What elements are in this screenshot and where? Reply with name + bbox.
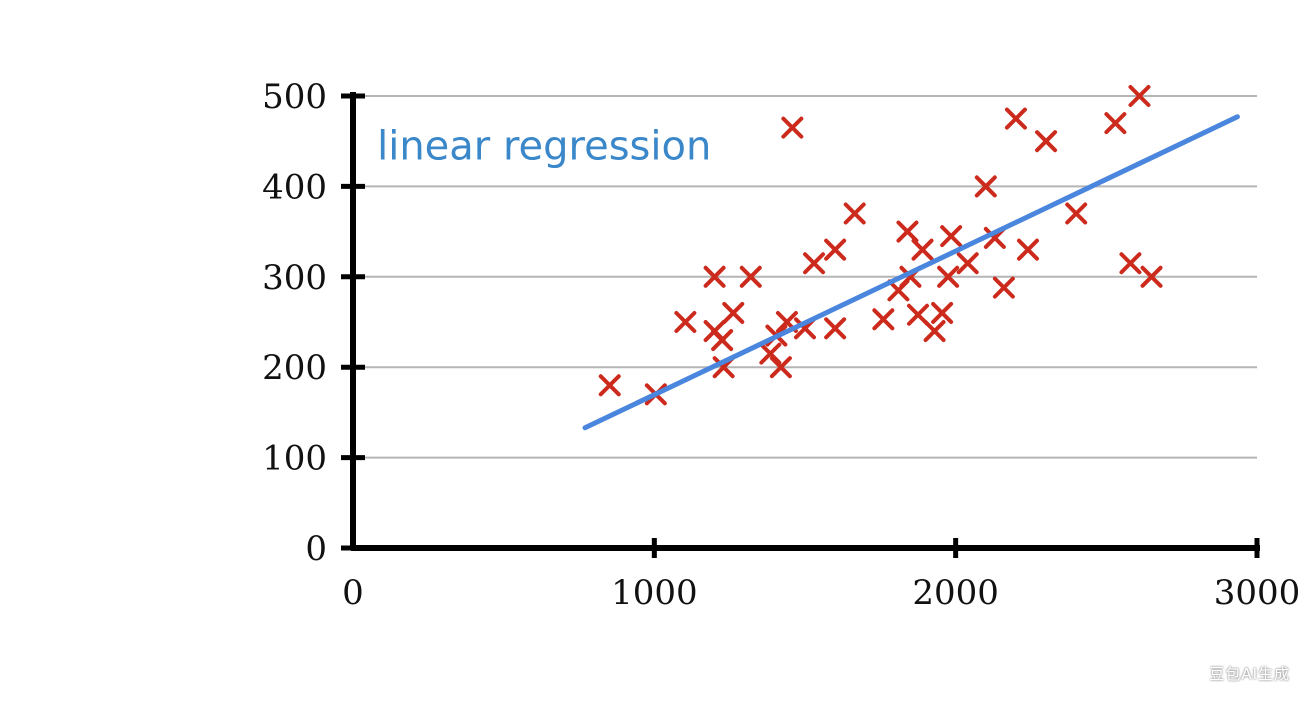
data-point-stroke <box>775 311 798 333</box>
data-point-39 <box>1128 85 1151 107</box>
data-point-stroke <box>940 225 963 248</box>
data-point-29 <box>956 252 979 275</box>
data-points <box>598 85 1163 406</box>
data-point-stroke <box>824 238 847 261</box>
data-point-7 <box>722 301 745 324</box>
data-point-stroke <box>1128 85 1151 107</box>
data-point-stroke <box>674 311 697 333</box>
x-tick-label: 0 <box>342 573 364 613</box>
data-point-stroke <box>843 202 866 225</box>
data-point-40 <box>1140 265 1163 288</box>
data-point-stroke <box>1035 130 1058 153</box>
data-point-stroke <box>974 175 997 198</box>
data-point-stroke <box>992 276 1015 299</box>
data-point-5 <box>711 329 734 352</box>
data-point-stroke <box>1140 265 1163 288</box>
data-point-21 <box>896 220 919 243</box>
data-point-stroke <box>1004 107 1027 130</box>
data-point-stroke <box>931 301 954 324</box>
data-point-3 <box>703 265 726 288</box>
data-point-38 <box>1119 252 1142 275</box>
y-tick-label: 300 <box>262 258 327 298</box>
data-point-27 <box>937 265 960 288</box>
annotation-linear-regression: linear regression <box>377 124 711 170</box>
data-point-stroke <box>872 308 895 331</box>
data-point-34 <box>1016 238 1039 261</box>
data-point-8 <box>739 265 762 288</box>
data-point-stroke <box>923 320 946 343</box>
data-point-stroke <box>739 265 762 288</box>
data-point-13 <box>781 116 804 139</box>
data-point-stroke <box>1119 252 1142 275</box>
x-tick-label: 3000 <box>1214 573 1301 613</box>
axes <box>341 92 1260 558</box>
data-point-33 <box>1004 107 1027 130</box>
data-point-30 <box>974 175 997 198</box>
data-point-9 <box>759 342 782 365</box>
y-tick-label: 0 <box>305 529 327 569</box>
data-point-26 <box>931 301 954 324</box>
data-point-stroke <box>937 265 960 288</box>
data-point-stroke <box>1016 238 1039 261</box>
regression-line-group <box>582 114 1240 431</box>
watermark: 豆包AI生成 <box>1209 665 1290 683</box>
data-point-stroke <box>956 252 979 275</box>
data-point-0 <box>598 374 621 397</box>
data-point-stroke <box>803 252 826 275</box>
data-point-11 <box>769 356 792 379</box>
data-point-24 <box>911 238 934 261</box>
data-point-36 <box>1065 202 1088 225</box>
data-point-19 <box>872 308 895 331</box>
x-tick-label: 1000 <box>611 573 698 613</box>
data-point-stroke <box>911 238 934 261</box>
tick-labels: 0 100 200 300 400 500 0 1000 2000 3000 <box>262 77 1300 613</box>
data-point-37 <box>1104 112 1127 135</box>
data-point-stroke <box>896 220 919 243</box>
data-point-stroke <box>824 317 847 340</box>
data-point-25 <box>923 320 946 343</box>
data-point-stroke <box>703 265 726 288</box>
data-point-17 <box>824 317 847 340</box>
data-point-18 <box>843 202 866 225</box>
data-point-stroke <box>907 303 929 326</box>
data-point-stroke <box>722 301 745 324</box>
data-point-23 <box>907 303 929 326</box>
data-point-28 <box>940 225 963 248</box>
data-point-stroke <box>781 116 804 139</box>
data-point-35 <box>1035 130 1058 153</box>
grid-lines <box>353 95 1257 459</box>
regression-line <box>582 114 1240 431</box>
data-point-stroke <box>1065 202 1088 225</box>
data-point-stroke <box>759 342 782 365</box>
data-point-2 <box>674 311 697 333</box>
data-point-stroke <box>1104 112 1127 135</box>
data-point-32 <box>992 276 1015 299</box>
data-point-15 <box>803 252 826 275</box>
y-tick-label: 500 <box>262 77 327 117</box>
data-point-stroke <box>711 329 734 352</box>
x-tick-label: 2000 <box>912 573 999 613</box>
y-tick-label: 400 <box>262 167 327 207</box>
y-tick-label: 200 <box>262 348 327 388</box>
y-tick-label: 100 <box>262 439 327 479</box>
data-point-stroke <box>769 356 792 379</box>
data-point-16 <box>824 238 847 261</box>
data-point-stroke <box>598 374 621 397</box>
